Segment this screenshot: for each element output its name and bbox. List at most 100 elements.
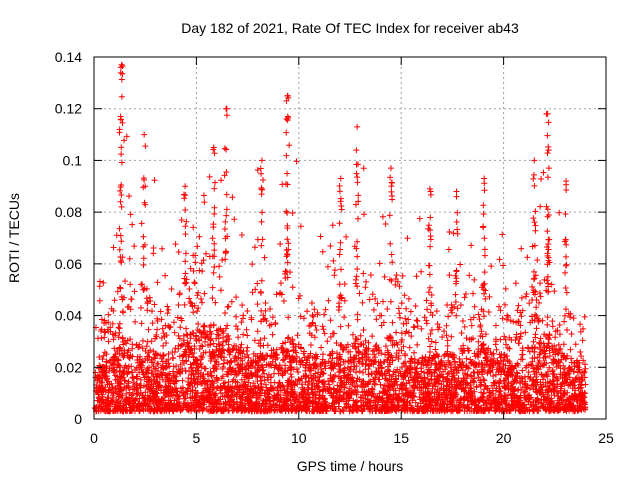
data-point: [551, 288, 557, 294]
data-point: [387, 174, 393, 180]
data-point: [383, 221, 389, 227]
data-point: [531, 183, 537, 189]
data-point: [118, 144, 124, 150]
data-point: [267, 323, 273, 329]
data-point: [170, 355, 176, 361]
data-point: [490, 373, 496, 379]
data-point: [397, 315, 403, 321]
data-point: [531, 172, 537, 178]
data-point: [408, 309, 414, 315]
data-point: [144, 307, 150, 313]
data-point: [516, 340, 522, 346]
x-axis-title: GPS time / hours: [297, 458, 404, 474]
data-point: [471, 370, 477, 376]
data-point: [582, 314, 588, 320]
data-point: [493, 347, 499, 353]
data-point: [532, 223, 538, 229]
data-point: [284, 252, 290, 258]
data-point: [196, 267, 202, 273]
data-point: [413, 303, 419, 309]
data-point: [583, 366, 589, 372]
data-point: [159, 246, 165, 252]
data-point: [338, 324, 344, 330]
data-point: [338, 198, 344, 204]
data-point: [201, 291, 207, 297]
data-point: [355, 216, 361, 222]
data-point: [355, 317, 361, 323]
data-point: [544, 322, 550, 328]
data-point: [250, 289, 256, 295]
data-point: [182, 223, 188, 229]
data-point: [126, 193, 132, 199]
data-point: [463, 335, 469, 341]
data-point: [209, 295, 215, 301]
data-point: [354, 254, 360, 260]
data-point: [396, 310, 402, 316]
data-point: [160, 326, 166, 332]
data-point: [402, 292, 408, 298]
data-point: [414, 317, 420, 323]
data-point: [169, 286, 175, 292]
data-point: [105, 312, 111, 318]
data-point: [226, 303, 232, 309]
data-point: [388, 299, 394, 305]
data-point: [497, 256, 503, 262]
data-point: [290, 284, 296, 290]
data-point: [295, 332, 301, 338]
data-point: [201, 199, 207, 205]
data-point: [338, 240, 344, 246]
data-point: [519, 295, 525, 301]
data-point: [132, 288, 138, 294]
data-point: [192, 259, 198, 265]
data-point: [331, 331, 337, 337]
data-point: [321, 312, 327, 318]
data-point: [406, 296, 412, 302]
data-point: [434, 308, 440, 314]
data-point: [176, 302, 182, 308]
data-point: [145, 339, 151, 345]
data-point: [532, 208, 538, 214]
data-point: [477, 383, 483, 389]
data-point: [353, 171, 359, 177]
data-point: [514, 370, 520, 376]
data-point: [580, 337, 586, 343]
data-point: [212, 300, 218, 306]
data-point: [460, 318, 466, 324]
data-point: [177, 336, 183, 342]
data-point: [308, 342, 314, 348]
data-point: [389, 197, 395, 203]
data-point: [123, 340, 129, 346]
data-point: [462, 294, 468, 300]
data-point: [127, 281, 133, 287]
peak-point: [531, 157, 537, 163]
data-point: [192, 280, 198, 286]
data-point: [191, 279, 197, 285]
data-point: [446, 272, 452, 278]
data-point: [224, 112, 230, 118]
data-point: [534, 257, 540, 263]
data-point: [451, 230, 457, 236]
data-point: [537, 204, 543, 210]
data-point: [222, 145, 228, 151]
data-point: [522, 329, 528, 335]
data-point: [533, 304, 539, 310]
data-point: [180, 378, 186, 384]
data-point: [318, 344, 324, 350]
data-point: [211, 241, 217, 247]
data-point: [121, 137, 127, 143]
data-point: [482, 287, 488, 293]
data-point: [144, 295, 150, 301]
data-point: [190, 224, 196, 230]
data-point: [552, 334, 558, 340]
data-point: [160, 352, 166, 358]
data-point: [456, 356, 462, 362]
data-point: [546, 119, 552, 125]
data-point: [471, 277, 477, 283]
data-point: [444, 302, 450, 308]
data-point: [463, 291, 469, 297]
data-point: [285, 260, 291, 266]
data-point: [486, 309, 492, 315]
data-point: [286, 142, 292, 148]
data-point: [267, 353, 273, 359]
data-point: [141, 255, 147, 261]
